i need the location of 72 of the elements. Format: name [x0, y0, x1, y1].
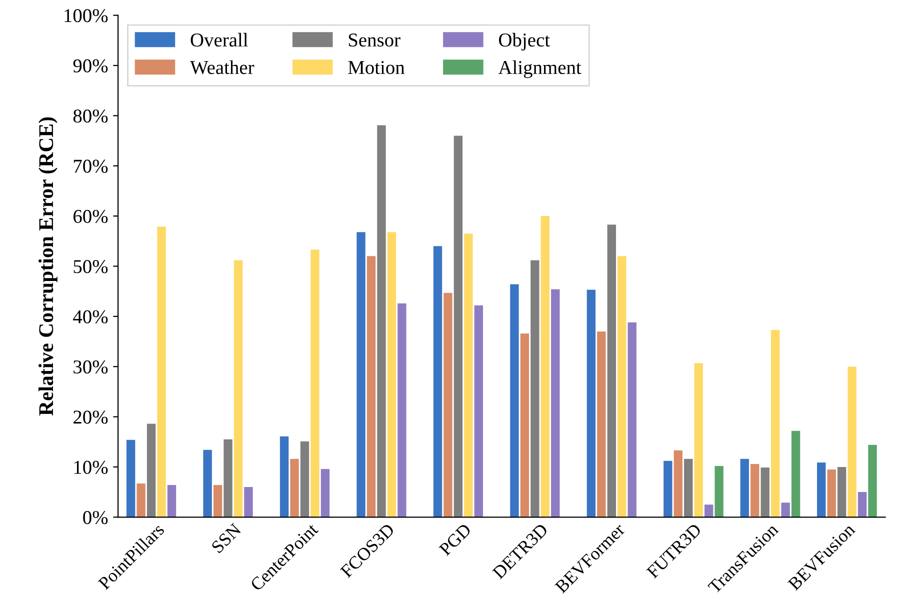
bar [377, 125, 386, 518]
bar [310, 250, 320, 518]
bar [510, 284, 519, 518]
bar [618, 256, 626, 518]
bar [213, 485, 222, 518]
y-tick-label: 70% [74, 160, 108, 173]
bar [586, 290, 596, 518]
bar [760, 467, 770, 518]
bar [530, 260, 540, 518]
bar [433, 246, 442, 518]
bar [597, 331, 606, 518]
bar [714, 466, 724, 518]
bar [674, 450, 682, 518]
bar [203, 450, 212, 518]
bar [781, 502, 790, 518]
y-tick-label: 80% [73, 109, 108, 123]
bar [366, 256, 376, 518]
bar [694, 363, 703, 518]
bar [387, 232, 396, 518]
bar [791, 430, 800, 518]
bar [167, 485, 176, 518]
legend-label: Alignment [498, 60, 582, 78]
bar [224, 439, 232, 518]
bar [126, 440, 136, 518]
legend-label: Overall [190, 32, 248, 47]
bar [520, 333, 530, 518]
bar [280, 436, 289, 518]
legend-label: Object [499, 32, 550, 51]
bar [356, 232, 366, 518]
bar [837, 466, 846, 518]
y-tick-label: 20% [74, 410, 108, 424]
bar [136, 484, 146, 518]
bar [817, 462, 826, 518]
bar [444, 292, 452, 518]
bar [540, 216, 550, 518]
bar [704, 504, 714, 518]
bar [398, 303, 406, 518]
bar [848, 366, 856, 518]
y-tick-label: 40% [73, 310, 108, 324]
bar [157, 226, 166, 518]
bar [684, 458, 693, 518]
x-tick-label: SSN [210, 522, 242, 554]
bar [474, 305, 483, 518]
y-tick-label: 50% [74, 260, 108, 274]
bar [858, 492, 867, 518]
bar [740, 458, 749, 518]
bar [300, 441, 310, 518]
bar [234, 260, 243, 518]
bar [146, 424, 156, 518]
legend-label: Sensor [348, 34, 400, 47]
bar [290, 458, 299, 518]
bar [464, 234, 473, 518]
bar [868, 444, 877, 518]
y-tick-label: 90% [73, 59, 108, 72]
y-tick-label: 30% [74, 360, 108, 374]
bar [320, 468, 330, 518]
bar [750, 464, 760, 518]
bar [454, 136, 463, 518]
legend-label: Weather [190, 60, 254, 74]
y-tick-label: 100% [64, 9, 108, 22]
bar [664, 460, 672, 518]
bar [244, 487, 253, 518]
y-tick-label: 10% [74, 460, 108, 474]
y-axis-title: Relative Corruption Error (RCE) [38, 117, 58, 416]
bar [607, 224, 616, 518]
bar [628, 322, 636, 518]
bar [770, 330, 780, 518]
y-tick-label: 0% [83, 510, 108, 524]
bar [827, 469, 836, 518]
y-tick-label: 60% [74, 210, 108, 224]
legend-label: Motion [348, 61, 405, 74]
bar [551, 289, 560, 518]
